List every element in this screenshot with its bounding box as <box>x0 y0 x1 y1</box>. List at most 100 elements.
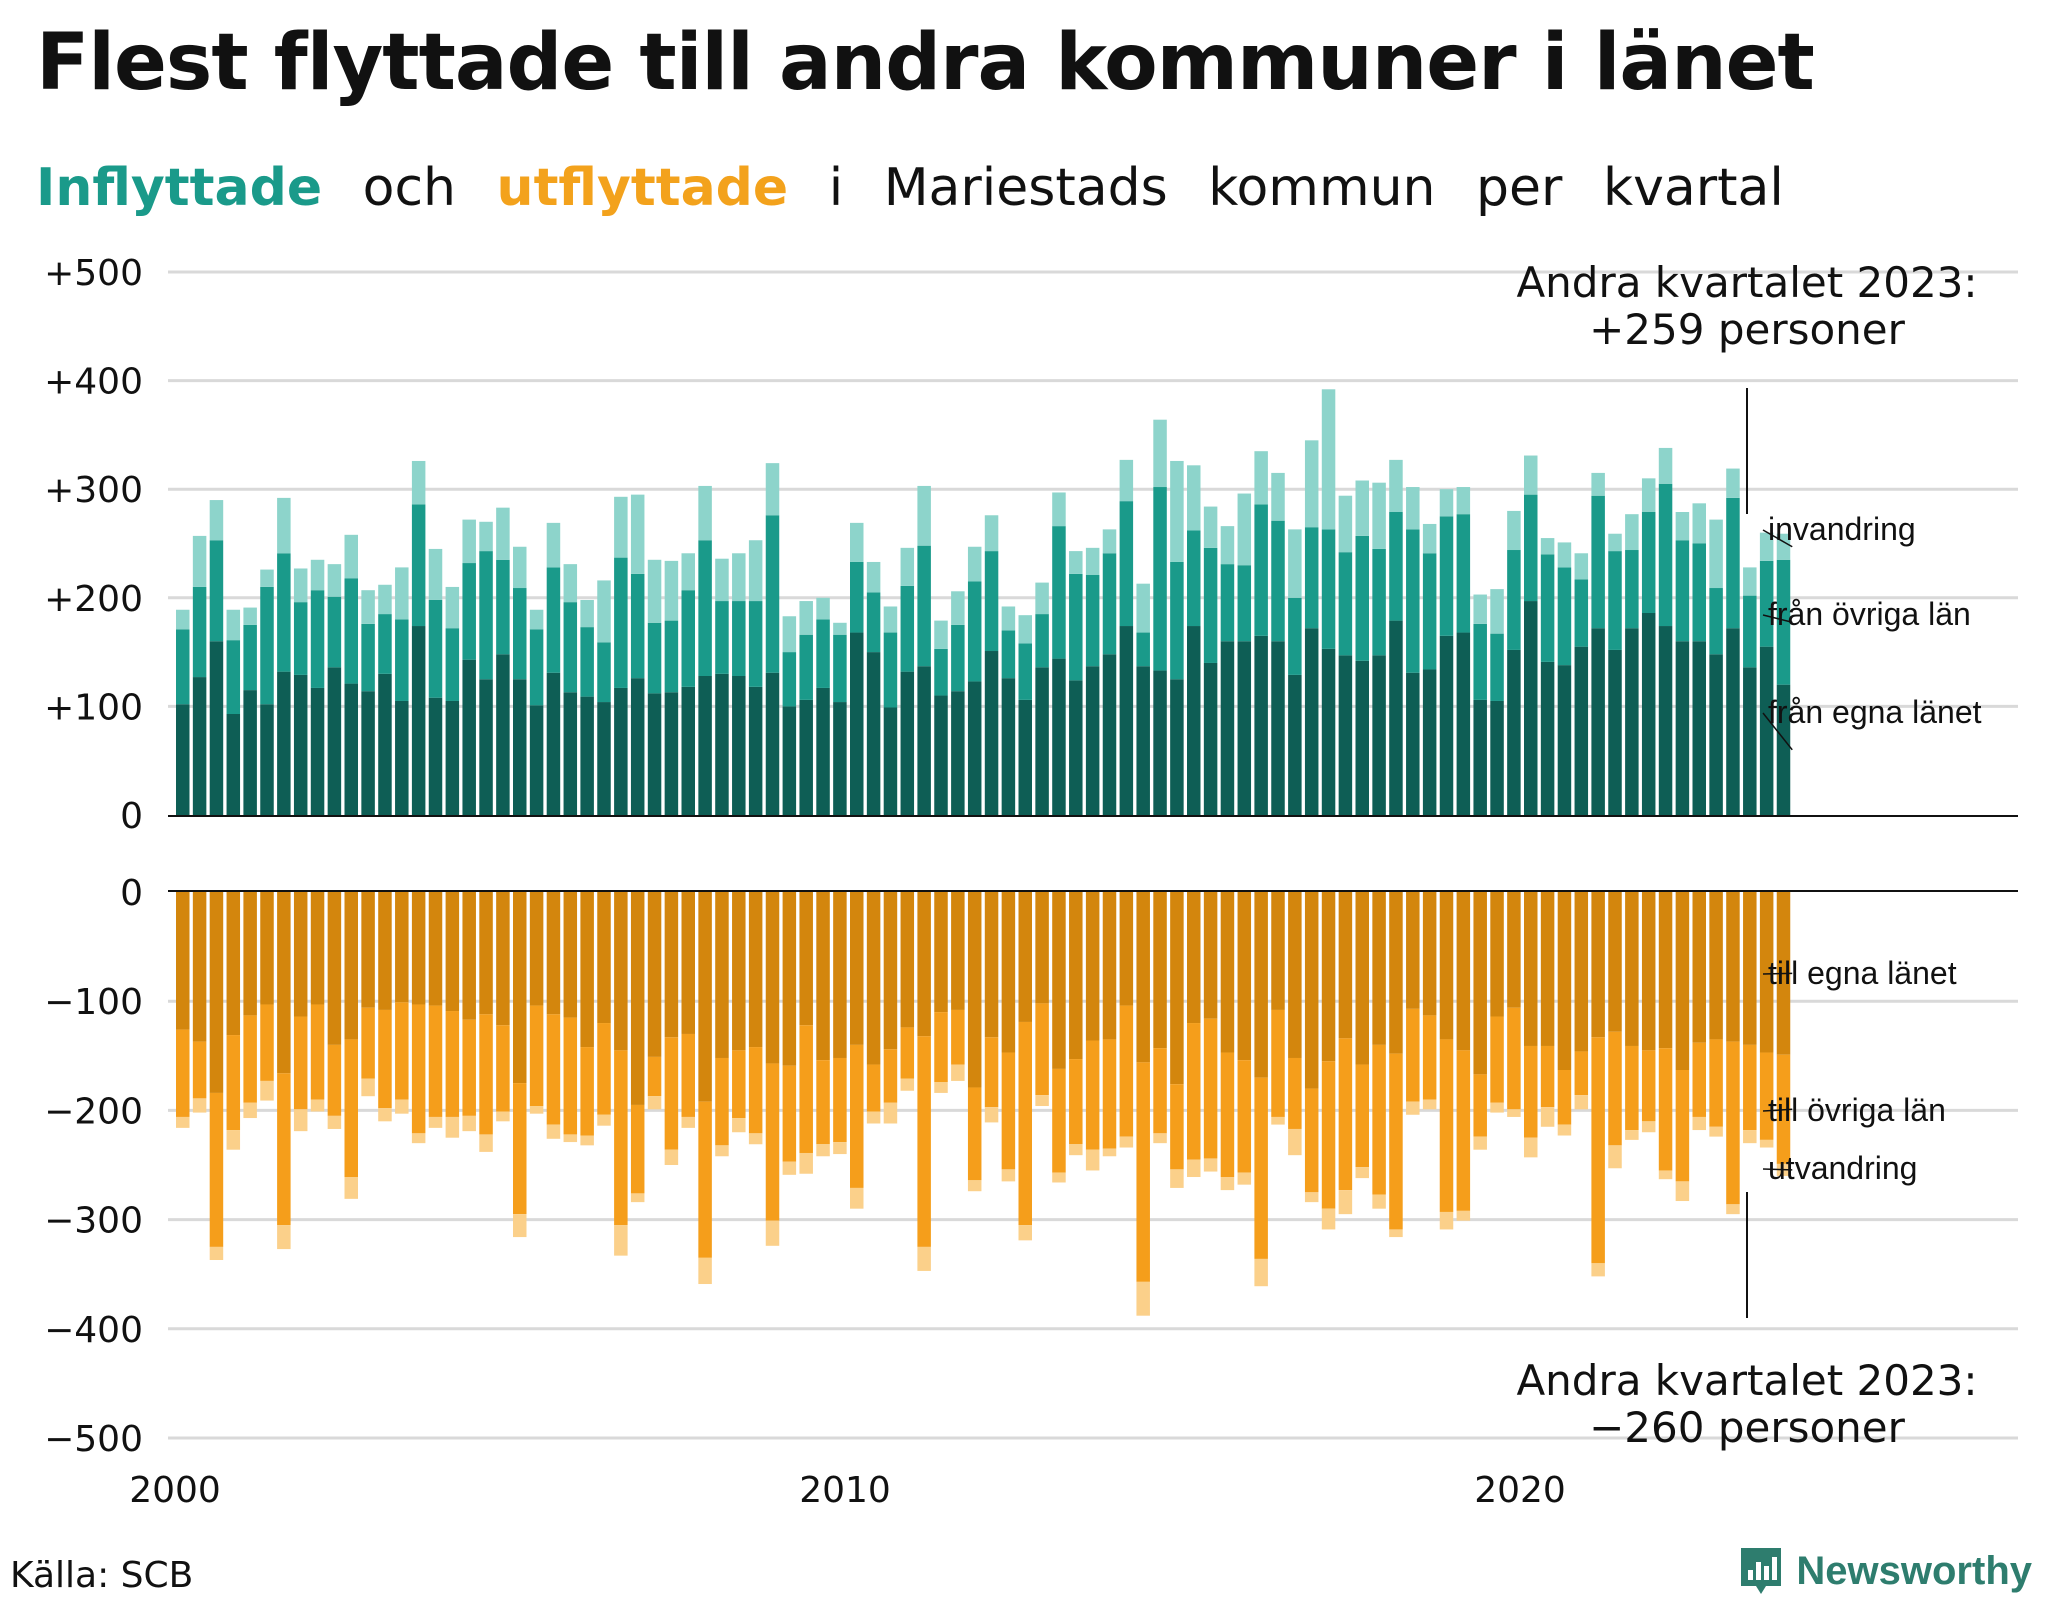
bar-in-own-county <box>1069 680 1083 815</box>
bar-in-own-county <box>1338 655 1353 815</box>
bar-out-emigration <box>748 1133 763 1145</box>
bar-in-other-county <box>1557 567 1572 666</box>
bar-in-immigration <box>951 591 965 625</box>
bar-out-emigration <box>1102 1148 1117 1157</box>
bar-out-emigration <box>344 1177 358 1199</box>
bar-in-other-county <box>698 540 712 676</box>
bar-out-own-county <box>782 892 797 1066</box>
bar-out-other-county <box>1406 1008 1420 1102</box>
bar-out-other-county <box>799 1025 813 1153</box>
bar-in-other-county <box>327 596 342 668</box>
bar-out-own-county <box>1473 892 1487 1075</box>
bar-in-immigration <box>782 616 797 653</box>
bar-out-own-county <box>1035 892 1049 1004</box>
bar-in-other-county <box>1540 554 1555 662</box>
bar-in-own-county <box>580 696 594 815</box>
bar-out-own-county <box>732 892 746 1051</box>
bar-out-other-county <box>664 1037 679 1150</box>
label-connector <box>1762 1168 1793 1171</box>
bar-out-emigration <box>1625 1130 1639 1140</box>
bar-out-other-county <box>1187 1023 1201 1160</box>
bar-in-own-county <box>833 702 847 815</box>
bar-out-own-county <box>327 892 342 1045</box>
bar-out-other-county <box>563 1017 578 1135</box>
bar-in-immigration <box>1557 542 1572 568</box>
bar-out-other-county <box>243 1015 257 1103</box>
bar-in-own-county <box>967 681 982 815</box>
bar-out-other-county <box>1490 1016 1504 1103</box>
bar-out-other-county <box>479 1014 493 1135</box>
bar-in-immigration <box>597 580 611 643</box>
bar-in-other-county <box>883 632 898 708</box>
bar-out-emigration <box>513 1214 527 1238</box>
subtitle-word: i <box>828 158 844 218</box>
bar-in-own-county <box>816 687 830 815</box>
bar-in-own-county <box>715 673 729 815</box>
bar-out-other-county <box>967 1087 982 1181</box>
bar-in-own-county <box>782 706 797 815</box>
subtitle-word: kommun <box>1208 158 1436 218</box>
bar-out-other-county <box>1759 1052 1774 1140</box>
bar-in-own-county <box>1743 667 1757 815</box>
bar-in-other-county <box>1726 497 1740 629</box>
bar-out-emigration <box>1203 1158 1218 1172</box>
bar-in-own-county <box>883 707 898 815</box>
bar-out-emigration <box>209 1246 224 1261</box>
bar-out-other-county <box>1001 1052 1016 1170</box>
bar-out-other-county <box>715 1057 729 1146</box>
bar-out-emigration <box>630 1193 645 1203</box>
bar-out-other-county <box>1658 1048 1673 1171</box>
bar-out-own-county <box>951 892 965 1010</box>
bar-out-own-county <box>1304 892 1319 1089</box>
bar-out-emigration <box>243 1102 257 1119</box>
bar-out-emigration <box>1220 1177 1235 1191</box>
bar-in-other-county <box>597 642 611 703</box>
bar-in-other-county <box>715 601 729 674</box>
bar-out-emigration <box>833 1142 847 1155</box>
bar-out-own-county <box>344 892 358 1040</box>
bar-out-own-county <box>361 892 375 1008</box>
bar-in-other-county <box>1069 573 1083 681</box>
bar-in-immigration <box>934 620 948 649</box>
bar-in-own-county <box>411 626 426 815</box>
bar-out-own-county <box>883 892 898 1050</box>
label-connector <box>1762 529 1793 548</box>
bar-in-immigration <box>209 500 224 541</box>
bar-out-emigration <box>1422 1099 1437 1110</box>
bar-in-other-county <box>681 590 695 687</box>
bar-in-own-county <box>866 652 881 815</box>
bar-in-immigration <box>580 599 594 628</box>
bar-in-other-county <box>1439 516 1454 636</box>
series-label: från egna länet <box>1768 694 1982 730</box>
bar-out-own-county <box>1355 892 1369 1065</box>
bar-in-other-county <box>1422 553 1437 670</box>
bar-out-own-county <box>833 892 847 1058</box>
bar-out-emigration <box>1288 1128 1302 1156</box>
bar-in-other-county <box>1035 614 1049 668</box>
bar-in-other-county <box>917 545 931 667</box>
bar-in-immigration <box>1288 529 1302 598</box>
bar-in-other-county <box>310 590 325 688</box>
bar-out-emigration <box>1187 1159 1201 1178</box>
bar-out-own-county <box>479 892 493 1015</box>
bar-out-own-county <box>1557 892 1572 1070</box>
bar-in-other-county <box>765 515 780 673</box>
bar-in-own-county <box>984 651 999 815</box>
bar-in-own-county <box>934 695 948 815</box>
bar-out-other-county <box>1237 1060 1252 1173</box>
annotation-bottom-line2: −260 personer <box>1589 1403 1906 1452</box>
bar-out-emigration <box>850 1187 864 1209</box>
bar-in-other-county <box>900 585 915 672</box>
bar-out-emigration <box>428 1116 443 1128</box>
bar-out-other-county <box>765 1063 780 1221</box>
bar-in-other-county <box>732 601 746 676</box>
bar-in-own-county <box>277 671 291 815</box>
y-tick-label: +100 <box>44 687 143 728</box>
y-tick-label: 0 <box>120 796 143 837</box>
bar-out-own-county <box>984 892 999 1038</box>
bar-out-own-county <box>1153 892 1167 1049</box>
y-tick-label: +200 <box>44 579 143 620</box>
bar-in-immigration <box>513 546 527 589</box>
bar-in-own-county <box>529 705 544 815</box>
bar-out-other-county <box>647 1056 662 1097</box>
